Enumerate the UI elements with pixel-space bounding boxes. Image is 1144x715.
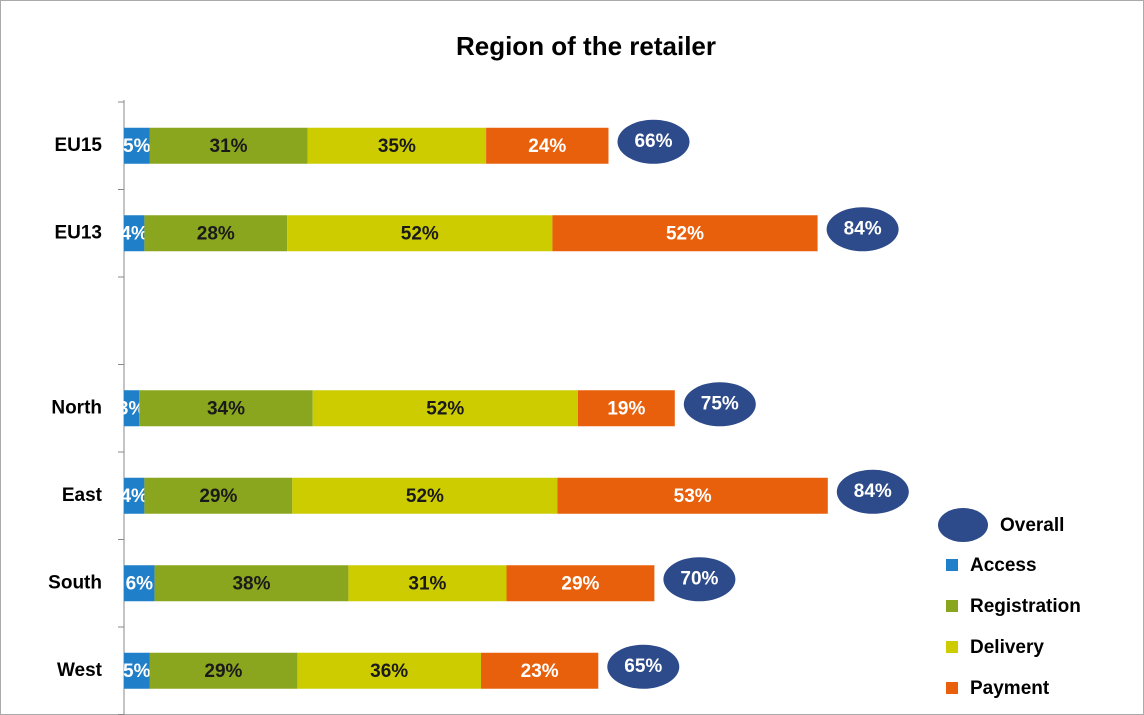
bar-segment	[552, 215, 818, 252]
overall-label: 70%	[680, 568, 718, 589]
data-label: 3%	[118, 398, 146, 419]
bar-segment	[287, 215, 553, 252]
data-label: 19%	[607, 398, 645, 419]
overall-marker	[617, 119, 690, 164]
data-label: 5%	[123, 136, 151, 157]
bar-segment	[149, 652, 298, 689]
legend-label: Delivery	[970, 637, 1044, 658]
overall-label: 66%	[634, 131, 672, 152]
y-tick-label: EU13	[54, 222, 102, 243]
legend-swatch	[946, 641, 958, 653]
bar-segment	[292, 477, 558, 514]
bar-segment	[557, 477, 828, 514]
legend-label: Registration	[970, 596, 1081, 617]
data-label: 24%	[528, 136, 566, 157]
legend-swatch	[946, 600, 958, 612]
data-label: 36%	[370, 661, 408, 682]
bar-segment	[312, 390, 578, 427]
data-label: 29%	[561, 573, 599, 594]
legend-label: Overall	[1000, 515, 1064, 536]
legend-swatch	[938, 508, 988, 542]
bar-segment	[577, 390, 675, 427]
legend-label: Access	[970, 555, 1037, 576]
data-label: 28%	[197, 223, 235, 244]
data-label: 4%	[120, 223, 148, 244]
data-label: 5%	[123, 661, 151, 682]
data-label: 29%	[204, 661, 242, 682]
y-tick-label: EU15	[54, 135, 102, 156]
data-label: 4%	[120, 486, 148, 507]
bar-segment	[124, 390, 140, 427]
y-tick-label: East	[62, 485, 103, 506]
overall-marker	[663, 557, 736, 602]
bar-segment	[348, 565, 507, 602]
data-label: 52%	[426, 398, 464, 419]
data-label: 52%	[406, 486, 444, 507]
bar-segment	[124, 565, 155, 602]
legend-swatch	[946, 682, 958, 694]
bar-segment	[486, 127, 609, 164]
overall-marker	[683, 382, 756, 427]
data-label: 23%	[521, 661, 559, 682]
legend-label: Payment	[970, 678, 1050, 699]
chart-title: Region of the retailer	[456, 31, 716, 61]
y-tick-label: North	[51, 397, 102, 418]
overall-label: 65%	[624, 656, 662, 677]
data-label: 38%	[232, 573, 270, 594]
overall-marker	[836, 469, 909, 514]
data-label: 52%	[666, 223, 704, 244]
bar-segment	[124, 127, 150, 164]
overall-marker	[826, 207, 899, 252]
bar-segment	[481, 652, 599, 689]
bar-segment	[144, 215, 288, 252]
bar-segment	[506, 565, 655, 602]
bar-segment	[124, 215, 145, 252]
y-tick-label: South	[48, 572, 102, 593]
data-label: 52%	[401, 223, 439, 244]
bar-segment	[144, 477, 293, 514]
overall-label: 75%	[701, 393, 739, 414]
bar-segment	[139, 390, 313, 427]
bar-segment	[149, 127, 308, 164]
data-label: 34%	[207, 398, 245, 419]
data-label: 53%	[674, 486, 712, 507]
data-label: 31%	[408, 573, 446, 594]
data-label: 6%	[126, 573, 154, 594]
legend-swatch	[946, 559, 958, 571]
overall-label: 84%	[854, 481, 892, 502]
overall-marker	[607, 644, 680, 689]
overall-label: 84%	[844, 218, 882, 239]
bar-segment	[297, 652, 481, 689]
data-label: 29%	[199, 486, 237, 507]
data-label: 35%	[378, 136, 416, 157]
bar-segment	[307, 127, 487, 164]
y-tick-label: West	[57, 660, 103, 681]
bar-segment	[124, 652, 150, 689]
bar-segment	[154, 565, 349, 602]
data-label: 31%	[210, 136, 248, 157]
bar-segment	[124, 477, 145, 514]
